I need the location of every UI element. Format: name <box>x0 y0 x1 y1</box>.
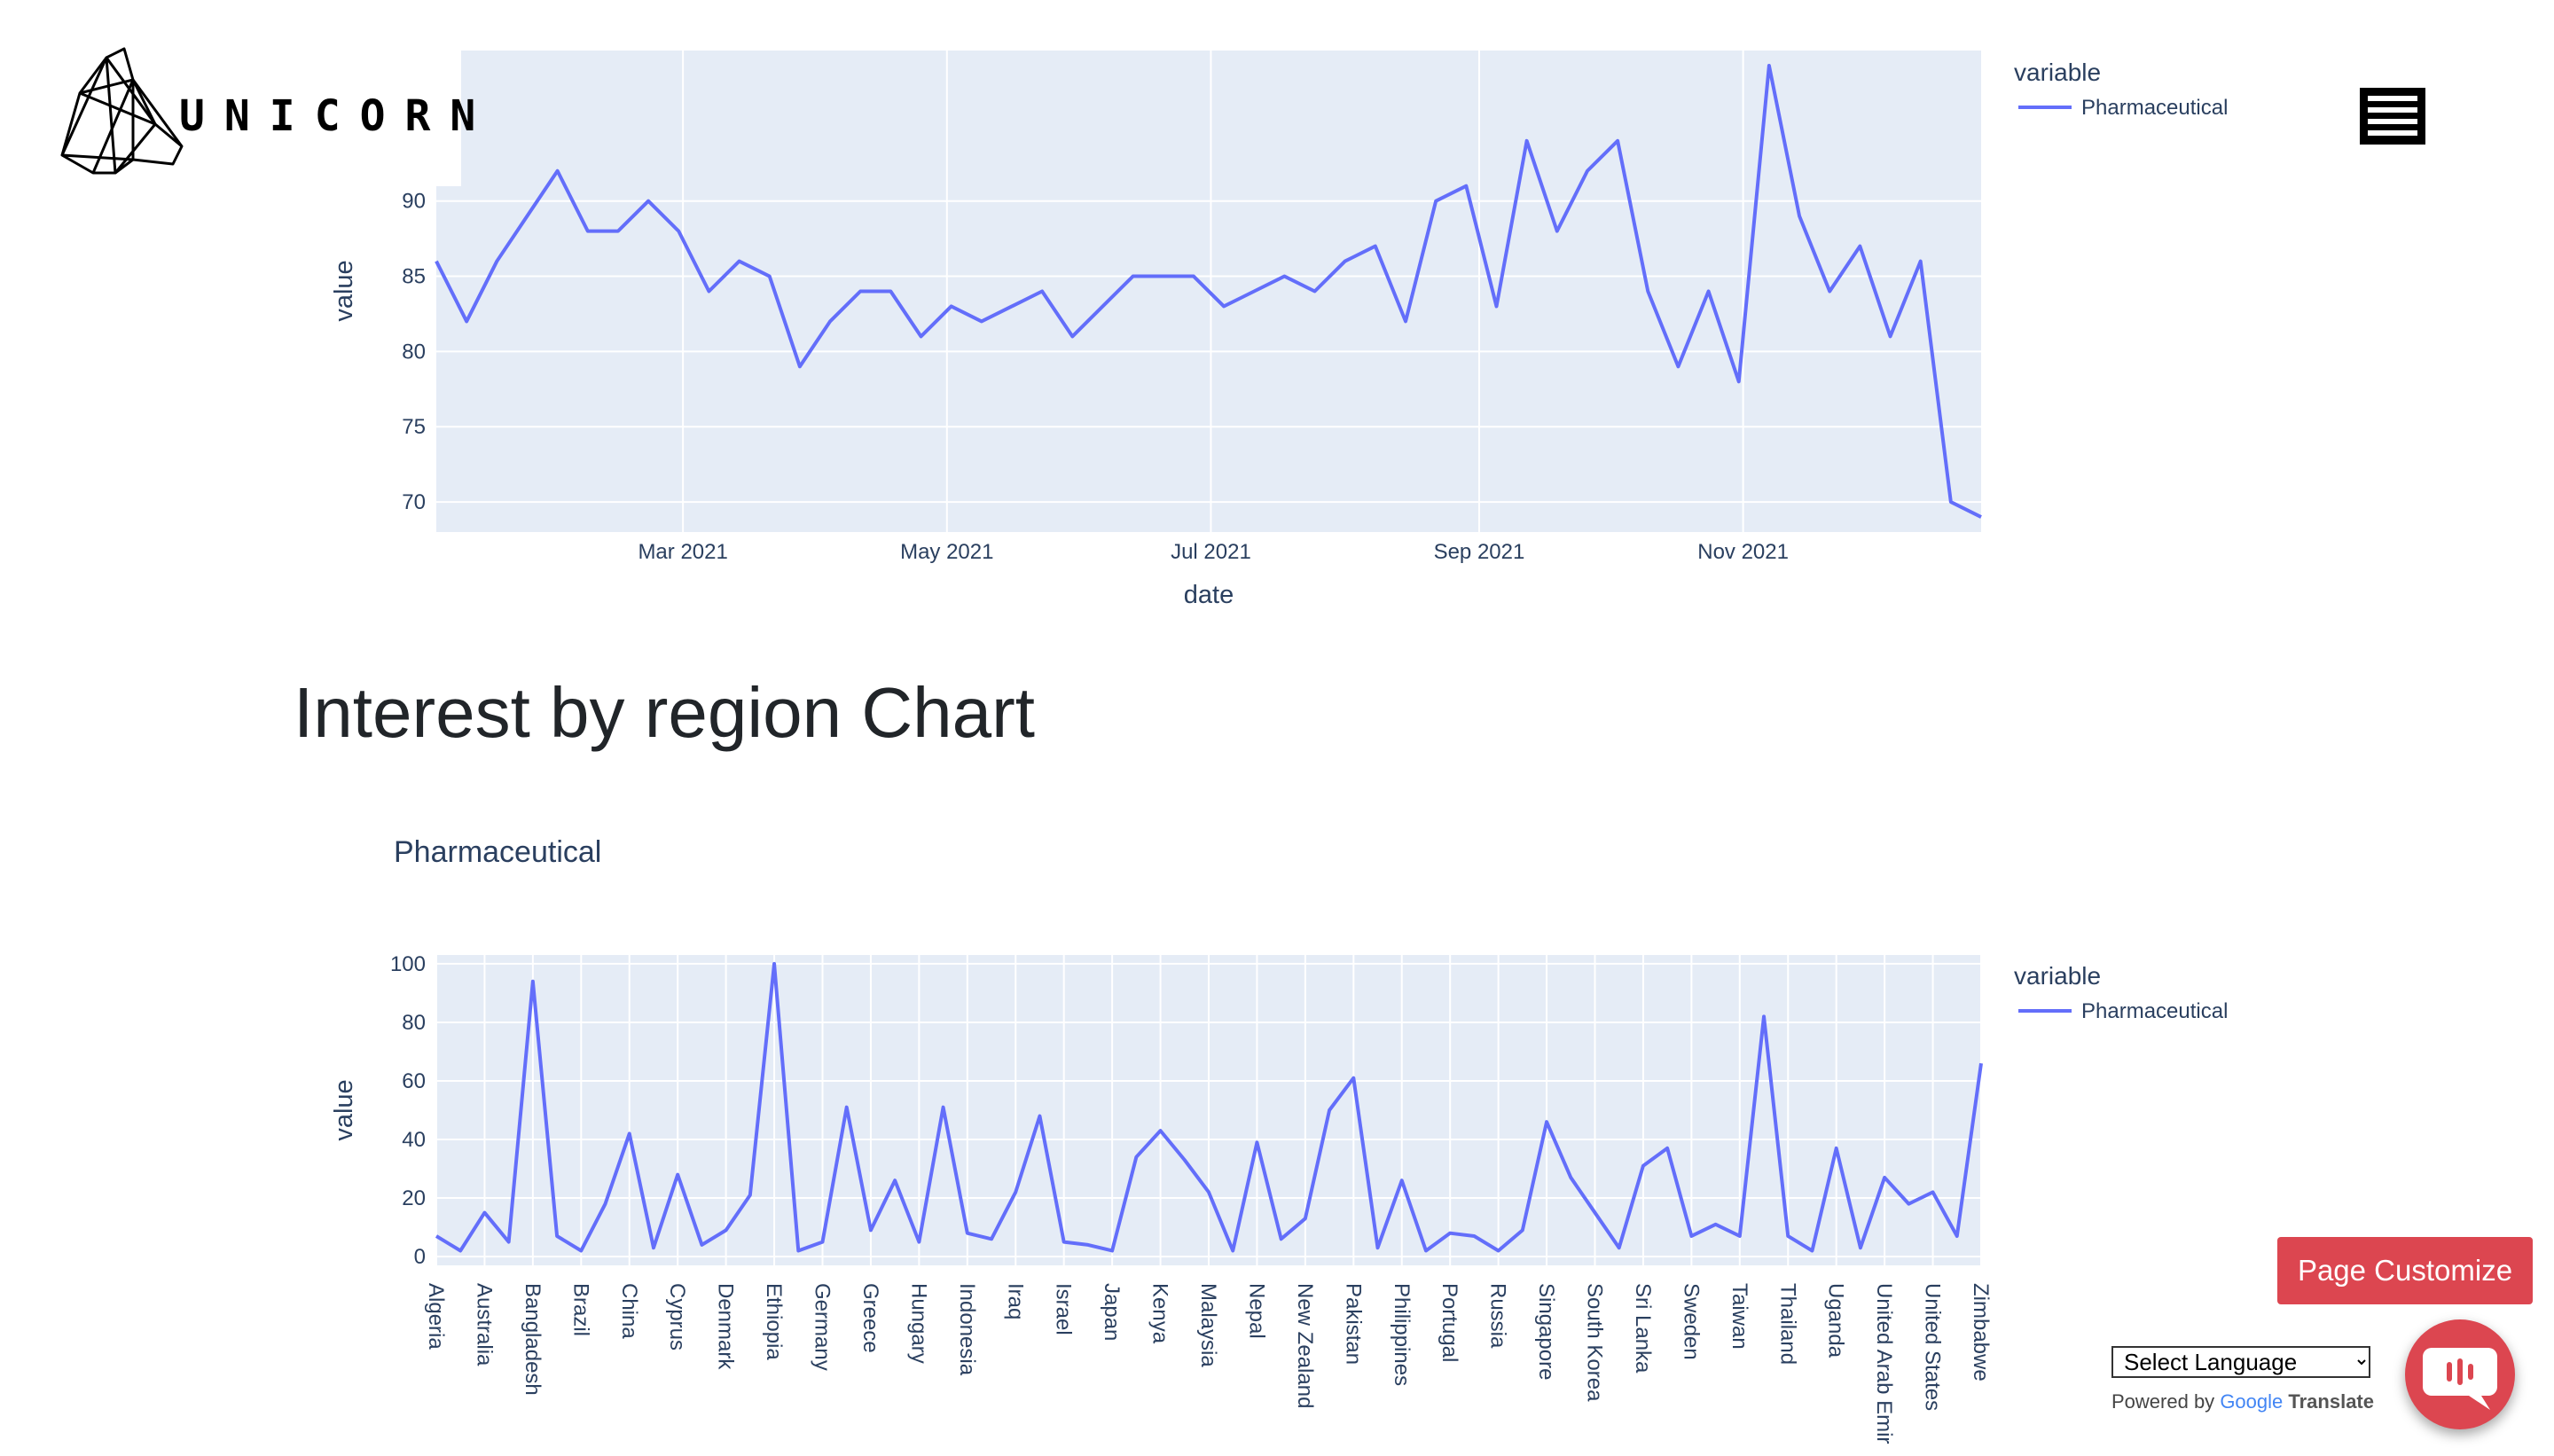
x-tick-label: Indonesia <box>955 1283 979 1376</box>
x-tick-label: Kenya <box>1148 1283 1172 1344</box>
x-tick-label: Russia <box>1486 1283 1510 1349</box>
legend-title: variable <box>2014 962 2101 990</box>
x-tick-label: May 2021 <box>900 540 993 564</box>
google-logo: Google <box>2220 1390 2284 1413</box>
x-tick-labels: Algeria Australia Bangladesh Brazil China Cyp… <box>424 1283 1993 1444</box>
x-tick-label: Malaysia <box>1196 1283 1220 1367</box>
x-tick-label: China <box>617 1283 641 1339</box>
unicorn-head-icon <box>60 47 184 175</box>
legend-item[interactable]: Pharmaceutical <box>2081 96 2228 120</box>
logo-backdrop <box>53 40 461 186</box>
x-tick-label: Mar 2021 <box>638 540 727 564</box>
hamburger-icon-bar <box>2368 119 2417 124</box>
x-tick-label: Japan <box>1100 1283 1124 1341</box>
x-tick-label: Algeria <box>424 1283 448 1350</box>
x-tick-label: Sweden <box>1679 1283 1703 1360</box>
x-tick-label: Greece <box>858 1283 882 1353</box>
legend-item[interactable]: Pharmaceutical <box>2081 999 2228 1023</box>
chart-title: Pharmaceutical <box>394 835 601 869</box>
x-tick-label: United States <box>1921 1283 1945 1411</box>
legend-title: variable <box>2014 59 2101 86</box>
hamburger-icon-bar <box>2368 130 2417 136</box>
plot-area-bg <box>436 955 1981 1265</box>
section-heading: Interest by region Chart <box>294 673 1035 752</box>
y-tick-label: 40 <box>402 1128 426 1152</box>
x-tick-label: Zimbabwe <box>1969 1283 1993 1382</box>
y-tick-label: 60 <box>402 1069 426 1093</box>
x-tick-label: Iraq <box>1003 1283 1027 1319</box>
x-tick-label: Sri Lanka <box>1631 1283 1655 1374</box>
x-tick-label: Nov 2021 <box>1697 540 1789 564</box>
language-select[interactable]: Select Language <box>2111 1346 2370 1378</box>
y-tick-label: 100 <box>390 952 426 976</box>
series-line <box>435 63 1982 519</box>
series-line <box>435 961 1983 1253</box>
x-tick-label: Pakistan <box>1341 1283 1365 1365</box>
x-tick-label: Hungary <box>906 1283 930 1364</box>
x-tick-label: Germany <box>811 1283 834 1371</box>
y-tick-label: 20 <box>402 1186 426 1210</box>
y-tick-label: 90 <box>402 190 426 214</box>
grid <box>435 955 1982 1265</box>
x-tick-label: Ethiopia <box>762 1283 786 1360</box>
page-customize-button[interactable]: Page Customize <box>2277 1237 2533 1304</box>
hamburger-icon-bar <box>2368 107 2417 113</box>
y-axis-title: value <box>330 260 358 321</box>
hamburger-menu-button[interactable] <box>2360 88 2425 145</box>
translate-text: Translate <box>2288 1390 2374 1413</box>
interest-over-time-chart[interactable]: 70 75 80 85 90 Mar 2021 May 2021 Jul 2021 Sep 2… <box>0 0 2554 638</box>
y-tick-labels: 0 20 40 60 80 100 <box>390 952 426 1269</box>
x-tick-label: Singapore <box>1534 1283 1558 1380</box>
hamburger-icon <box>2368 96 2417 101</box>
x-tick-label: Taiwan <box>1727 1283 1751 1350</box>
y-tick-label: 75 <box>402 415 426 439</box>
chat-bubble-icon <box>2423 1348 2497 1410</box>
y-tick-labels: 70 75 80 85 90 <box>402 190 426 514</box>
x-tick-label: Israel <box>1052 1283 1076 1335</box>
y-tick-label: 80 <box>402 1011 426 1035</box>
x-tick-label: Cyprus <box>665 1283 689 1350</box>
x-tick-label: South Korea <box>1583 1283 1607 1402</box>
chat-widget-button[interactable] <box>2405 1319 2515 1429</box>
powered-by-text: Powered by <box>2111 1390 2215 1413</box>
x-tick-label: Sep 2021 <box>1434 540 1525 564</box>
y-tick-label: 80 <box>402 340 426 364</box>
x-tick-label: Uganda <box>1824 1283 1848 1358</box>
unicorn-logo-overlay[interactable]: UNICORN <box>53 40 475 186</box>
x-tick-label: Thailand <box>1775 1283 1799 1365</box>
series-pharmaceutical-line <box>435 63 1982 519</box>
y-tick-label: 70 <box>402 490 426 514</box>
x-tick-labels: Mar 2021 May 2021 Jul 2021 Sep 2021 Nov 2021 <box>638 540 1789 564</box>
x-tick-label: United Arab Emir <box>1872 1283 1896 1444</box>
x-tick-label: Jul 2021 <box>1171 540 1251 564</box>
y-tick-label: 85 <box>402 265 426 289</box>
series-pharmaceutical-line <box>435 961 1983 1253</box>
y-tick-label: 0 <box>414 1245 426 1269</box>
x-tick-label: Australia <box>472 1283 496 1366</box>
x-tick-label: Portugal <box>1438 1283 1461 1362</box>
x-tick-label: New Zealand <box>1293 1283 1317 1408</box>
google-translate-credit: Powered by Google Translate <box>2111 1390 2374 1413</box>
x-tick-label: Denmark <box>714 1283 738 1370</box>
logo-wordmark: UNICORN <box>179 91 496 141</box>
y-axis-title: value <box>330 1079 358 1140</box>
x-tick-label: Brazil <box>568 1283 592 1336</box>
x-tick-label: Bangladesh <box>521 1283 544 1396</box>
x-tick-label: Nepal <box>1244 1283 1268 1339</box>
x-axis-title: date <box>1184 581 1234 609</box>
grid <box>436 51 1981 532</box>
x-tick-label: Philippines <box>1390 1283 1414 1386</box>
